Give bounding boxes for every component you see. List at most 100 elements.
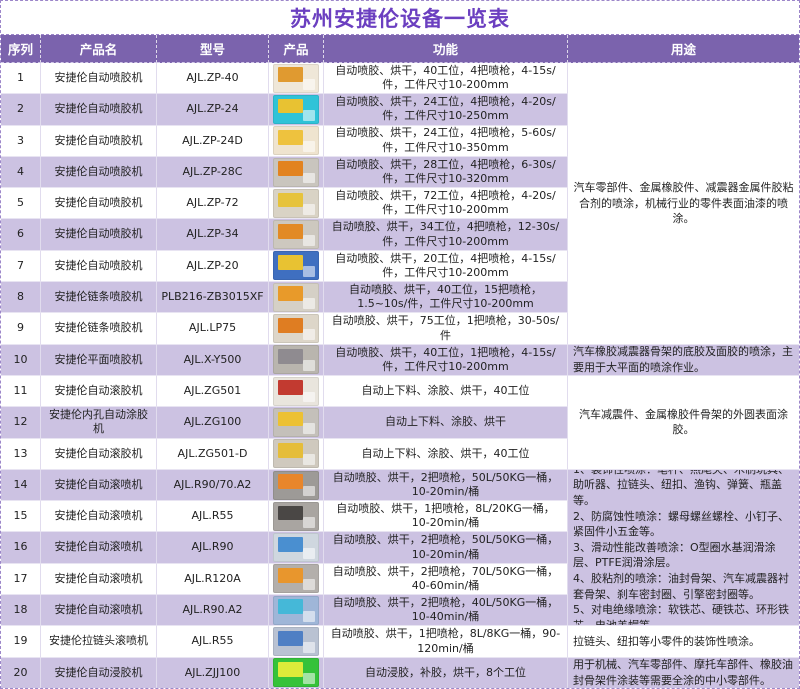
model-cell: AJL.ZP-24D: [157, 125, 269, 157]
model-cell: AJL.R90.A2: [157, 595, 269, 627]
serial-cell: 10: [1, 344, 41, 376]
serial-cell: 15: [1, 501, 41, 533]
model-cell: AJL.ZP-72: [157, 188, 269, 220]
machine-photo: [273, 470, 319, 500]
serial-cell: 13: [1, 438, 41, 470]
product-name-cell: 安捷伦自动滚胶机: [41, 438, 157, 470]
machine-photo: [273, 627, 319, 656]
serial-cell: 19: [1, 626, 41, 658]
product-name-cell: 安捷伦自动喷胶机: [41, 94, 157, 126]
machine-photo: [273, 220, 319, 250]
product-name-cell: 安捷伦链条喷胶机: [41, 313, 157, 345]
model-cell: AJL.ZP-20: [157, 250, 269, 283]
machine-photo: [273, 376, 319, 406]
machine-photo: [273, 126, 319, 156]
equipment-table: 序列 产品名 型号 产品 功能 用途 1 安捷伦自动喷胶机 AJL.ZP-40 自动喷胶、烘干，4…: [1, 35, 799, 688]
usage-cell: 汽车橡胶减震器骨架的底胶及面胶的喷涂，主要用于大平面的喷涂作业。: [568, 344, 799, 376]
serial-cell: 4: [1, 156, 41, 189]
model-cell: AJL.R90: [157, 532, 269, 564]
serial-cell: 2: [1, 94, 41, 126]
product-photo-cell: [269, 63, 324, 95]
product-name-cell: 安捷伦自动浸胶机: [41, 657, 157, 688]
model-cell: AJL.LP75: [157, 313, 269, 345]
model-cell: AJL.R55: [157, 501, 269, 533]
function-cell: 自动浸胶，补胶，烘干，8个工位: [324, 657, 568, 688]
serial-cell: 11: [1, 375, 41, 408]
product-photo-cell: [269, 501, 324, 533]
serial-cell: 14: [1, 469, 41, 502]
serial-cell: 3: [1, 125, 41, 157]
function-cell: 自动上下料、涂胶、烘干，40工位: [324, 375, 568, 408]
function-cell: 自动喷胶、烘干，2把喷枪，50L/50KG一桶，10-20min/桶: [324, 469, 568, 502]
machine-photo: [273, 439, 319, 469]
machine-photo: [273, 63, 319, 93]
model-cell: AJL.ZG501-D: [157, 438, 269, 470]
function-cell: 自动喷胶、烘干，1把喷枪，8L/20KG一桶，10-20min/桶: [324, 501, 568, 533]
column-header-photo: 产品: [269, 35, 324, 63]
product-name-cell: 安捷伦自动滚喷机: [41, 469, 157, 502]
model-cell: AJL.X-Y500: [157, 344, 269, 376]
function-cell: 自动喷胶、烘干，40工位，1把喷枪，4-15s/件，工件尺寸10-200mm: [324, 344, 568, 376]
product-photo-cell: [269, 532, 324, 564]
product-name-cell: 安捷伦自动喷胶机: [41, 125, 157, 157]
usage-cell: 汽车减震件、金属橡胶件骨架的外圆表面涂胶。: [568, 376, 799, 470]
product-name-cell: 安捷伦自动喷胶机: [41, 188, 157, 220]
serial-cell: 8: [1, 282, 41, 314]
function-cell: 自动喷胶、烘干，28工位，4把喷枪，6-30s/件，工件尺寸10-320mm: [324, 156, 568, 189]
model-cell: AJL.ZP-24: [157, 94, 269, 126]
function-cell: 自动喷胶、烘干，24工位，4把喷枪，4-20s/件，工件尺寸10-250mm: [324, 94, 568, 126]
model-cell: AJL.ZP-40: [157, 63, 269, 95]
machine-photo: [273, 188, 319, 218]
usage-cell: 汽车零部件、金属橡胶件、减震器金属件胶粘合剂的喷涂，机械行业的零件表面油漆的喷涂…: [568, 63, 799, 345]
usage-line: 5、对电绝缘喷涂：软铁芯、硬铁芯、环形铁芯、电池盖帽等。: [573, 603, 789, 627]
product-name-cell: 安捷伦内孔自动涂胶机: [41, 407, 157, 439]
model-cell: AJL.ZJJ100: [157, 657, 269, 688]
product-photo-cell: [269, 375, 324, 408]
product-photo-cell: [269, 657, 324, 688]
usage-cell: 1、装饰性喷涂：笔杆、燕尾夹、木制玩具、助听器、拉链头、纽扣、渔钩、弹簧、瓶盖等…: [568, 469, 799, 627]
serial-cell: 18: [1, 595, 41, 627]
page-title: 苏州安捷伦设备一览表: [290, 6, 510, 31]
product-photo-cell: [269, 188, 324, 220]
function-cell: 自动喷胶、烘干，72工位，4把喷枪，4-20s/件，工件尺寸10-200mm: [324, 188, 568, 220]
machine-photo: [273, 658, 319, 688]
product-photo-cell: [269, 94, 324, 126]
product-name-cell: 安捷伦自动滚胶机: [41, 375, 157, 408]
serial-cell: 7: [1, 250, 41, 283]
product-name-cell: 安捷伦拉链头滚喷机: [41, 626, 157, 658]
product-photo-cell: [269, 313, 324, 345]
model-cell: PLB216-ZB3015XF: [157, 282, 269, 314]
machine-photo: [273, 157, 319, 187]
machine-photo: [273, 314, 319, 344]
usage-line: 2、防腐蚀性喷涂：螺母螺丝螺栓、小钉子、紧固件小五金等。: [573, 509, 789, 539]
product-photo-cell: [269, 626, 324, 658]
machine-photo: [273, 595, 319, 625]
model-cell: AJL.R55: [157, 626, 269, 658]
product-name-cell: 安捷伦平面喷胶机: [41, 344, 157, 376]
product-photo-cell: [269, 438, 324, 470]
product-photo-cell: [269, 469, 324, 502]
product-name-cell: 安捷伦自动喷胶机: [41, 63, 157, 95]
machine-photo: [273, 345, 319, 375]
serial-cell: 16: [1, 532, 41, 564]
column-header-name: 产品名: [41, 35, 157, 63]
product-name-cell: 安捷伦自动滚喷机: [41, 501, 157, 533]
machine-photo: [273, 94, 319, 124]
function-cell: 自动喷胶、烘干，20工位，4把喷枪，4-15s/件，工件尺寸10-200mm: [324, 250, 568, 283]
machine-photo: [273, 501, 319, 531]
model-cell: AJL.ZG100: [157, 407, 269, 439]
product-photo-cell: [269, 219, 324, 251]
product-name-cell: 安捷伦自动喷胶机: [41, 156, 157, 189]
machine-photo: [273, 564, 319, 594]
function-cell: 自动喷胶、烘干，2把喷枪，70L/50KG一桶，40-60min/桶: [324, 563, 568, 596]
serial-cell: 1: [1, 63, 41, 95]
product-name-cell: 安捷伦自动滚喷机: [41, 563, 157, 596]
product-photo-cell: [269, 595, 324, 627]
model-cell: AJL.ZP-34: [157, 219, 269, 251]
model-cell: AJL.R90/70.A2: [157, 469, 269, 502]
column-header-function: 功能: [324, 35, 568, 63]
usage-cell: 用于机械、汽车零部件、摩托车部件、橡胶油封骨架件涂装等需要全涂的中小零部件。: [568, 657, 799, 688]
function-cell: 自动喷胶、烘干，40工位，4把喷枪，4-15s/件，工件尺寸10-200mm: [324, 63, 568, 95]
serial-cell: 6: [1, 219, 41, 251]
